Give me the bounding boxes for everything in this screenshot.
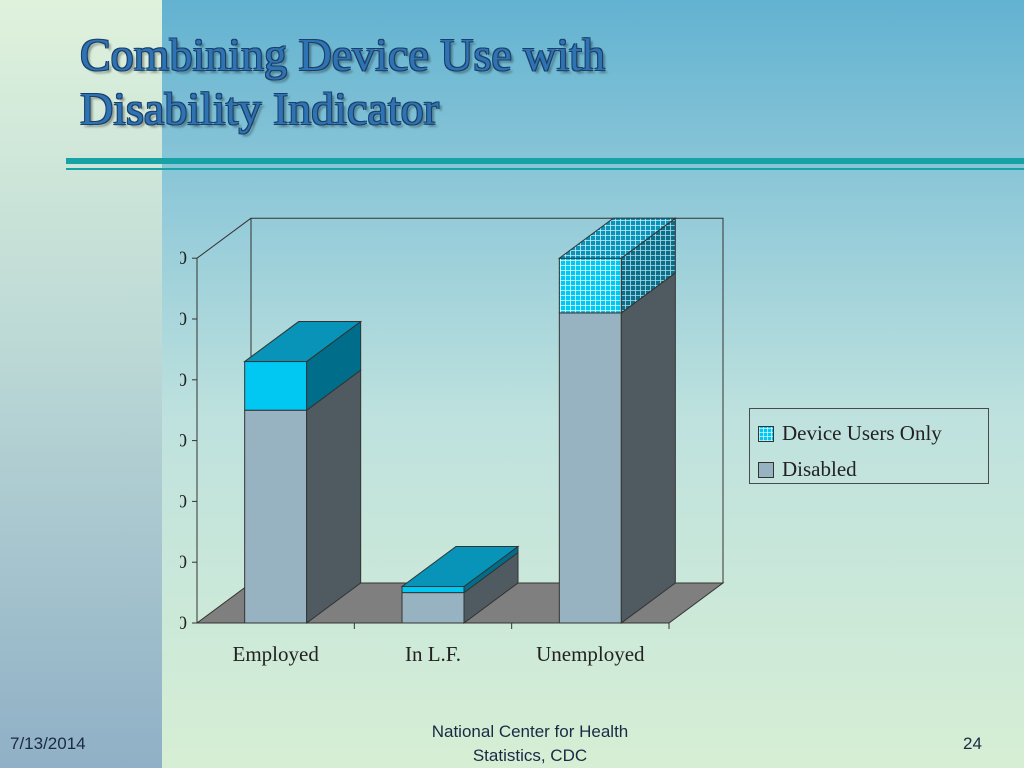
bar-disabled-front [558,312,622,624]
title-line-2: Disability Indicator [80,83,439,134]
bar-device-users-only-front [558,257,622,314]
legend-item-disabled: Disabled [758,457,857,482]
x-tick-label: In L.F. [405,642,461,666]
legend-swatch-device-users [758,425,774,442]
chart-side-wall-edge [196,217,252,259]
y-tick-label: 10 [180,552,187,573]
title-rule-thin [66,168,1024,170]
stacked-bar-chart: 0 10 20 30 40 50 60 Employed In L.F. Unemployed [180,217,725,666]
bar-top [400,546,520,588]
bar-disabled-side [306,369,362,624]
title-line-1: Combining Device Use with [80,29,606,80]
legend-label-device-users: Device Users Only [782,421,942,445]
chart-legend: Device Users Only Disabled [749,408,989,484]
footer-source-line-1: National Center for Health [431,722,629,741]
bar-top [243,321,363,363]
slide-title: Combining Device Use with Disability Ind… [80,28,605,136]
bar-top [557,217,677,259]
left-panel [0,0,162,768]
y-tick-label: 0 [180,613,187,634]
footer-source-line-2: Statistics, CDC [472,746,588,765]
y-tick-label: 30 [180,431,187,452]
legend-label-disabled: Disabled [782,457,857,481]
y-tick-label: 50 [180,309,187,330]
bar-disabled-front [401,592,465,624]
bar-disabled-front [244,409,308,624]
y-tick-label: 20 [180,491,187,512]
legend-swatch-disabled [758,461,774,478]
x-tick-label: Employed [233,642,320,666]
title-rule [66,158,1024,164]
legend-item-device-users: Device Users Only [758,421,942,446]
bar-device-users-only-front [401,586,465,594]
y-tick-label: 40 [180,370,187,391]
footer-source: National Center for Health Statistics, C… [390,720,670,768]
page-number: 24 [963,734,982,753]
bar-disabled-side [620,271,676,624]
bar-device-users-only-front [244,361,308,411]
x-tick-label: Unemployed [536,642,645,666]
y-tick-label: 60 [180,248,187,269]
footer-date: 7/13/2014 [10,734,86,753]
